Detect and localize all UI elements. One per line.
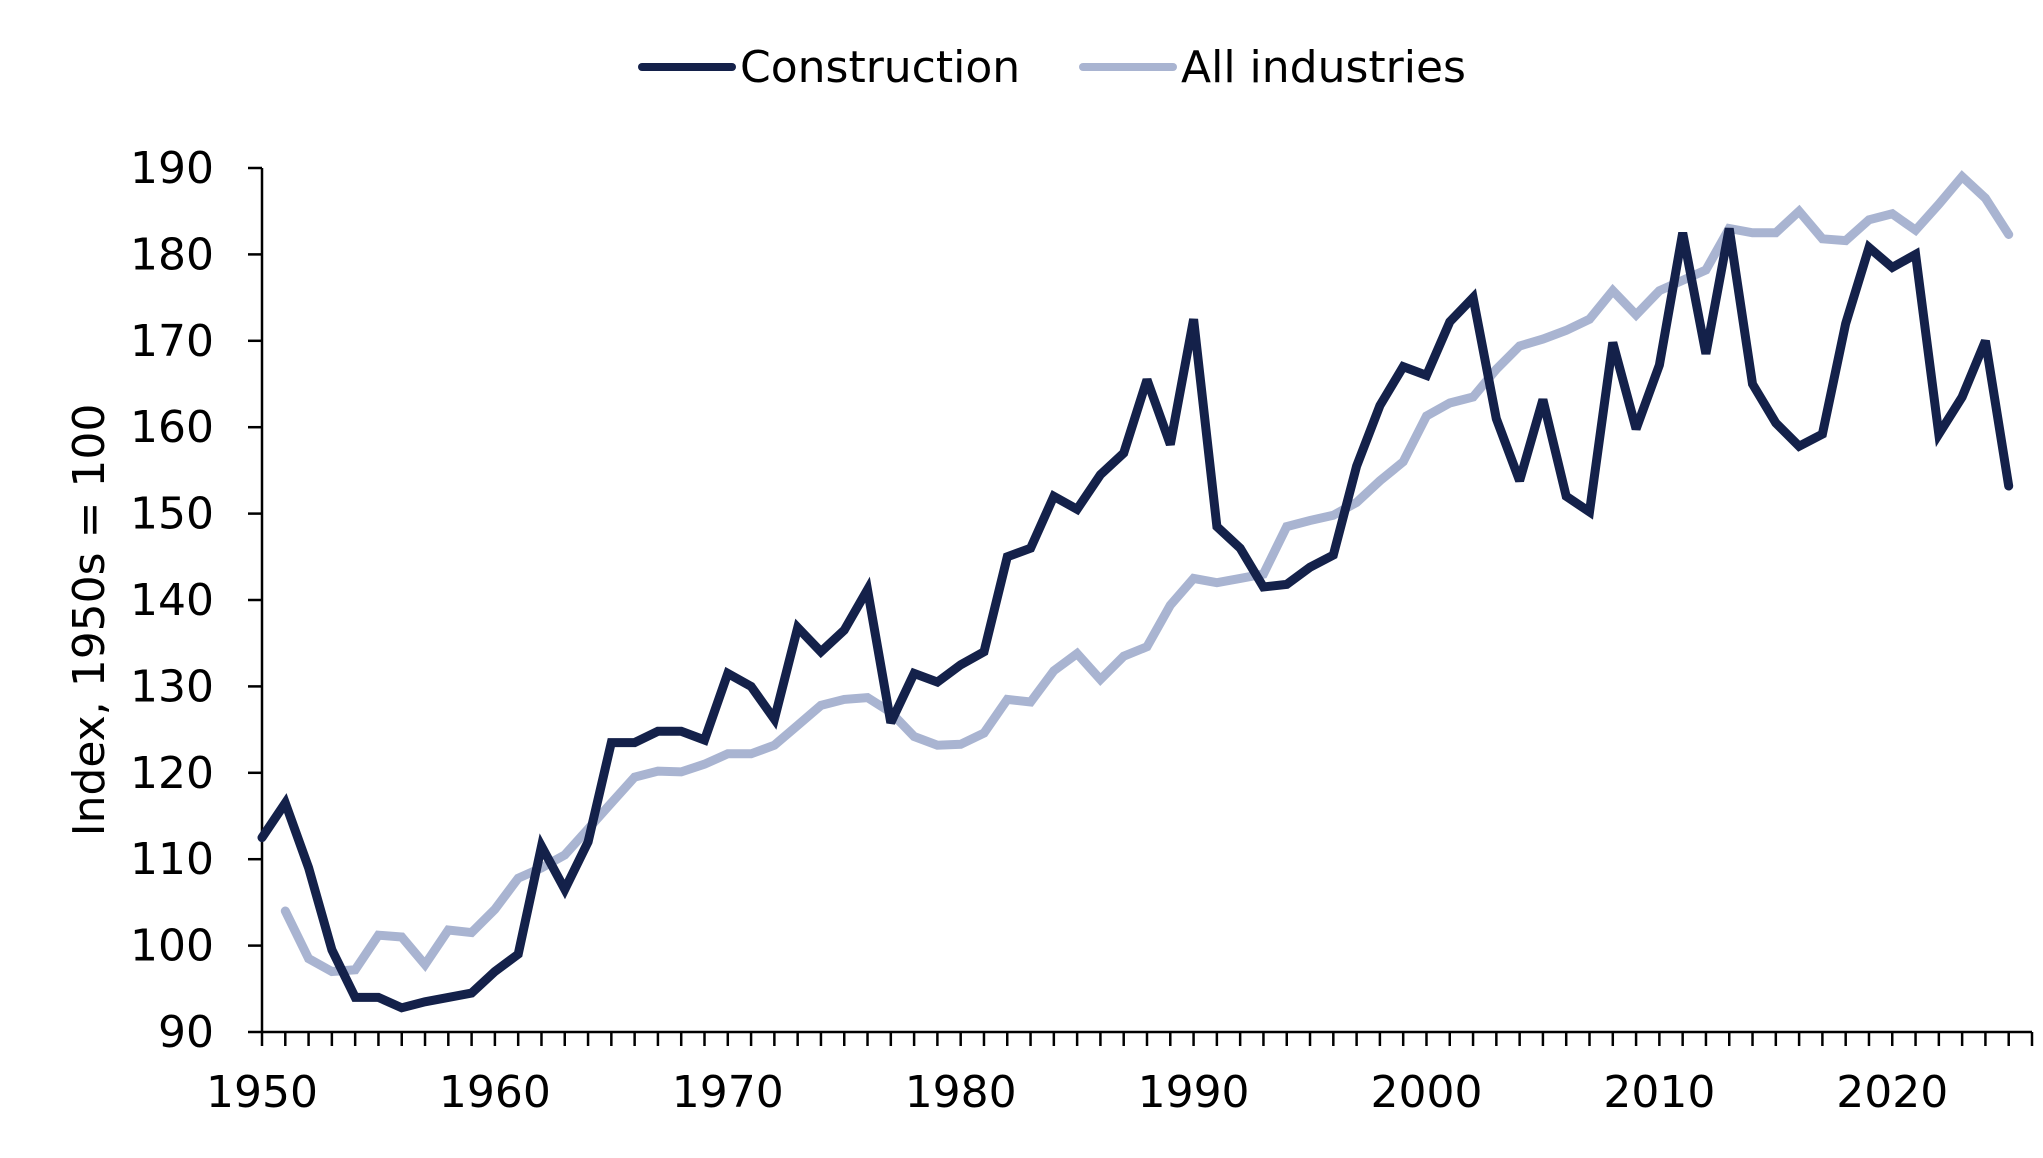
y-tick-label: 100 (130, 921, 214, 972)
y-tick-label: 110 (130, 834, 214, 885)
x-tick-label: 2010 (1603, 1067, 1715, 1118)
x-tick-label: 1960 (439, 1067, 551, 1118)
legend-label-all-industries: All industries (1181, 42, 1466, 93)
x-tick-label: 1980 (905, 1067, 1017, 1118)
y-tick-label: 140 (130, 575, 214, 626)
y-tick-label: 90 (158, 1007, 214, 1058)
series-line-all-industries (280, 170, 2014, 977)
x-axis: 1950 1960 1970 1980 1990 2000 2010 2020 (206, 1030, 2034, 1118)
y-tick-label: 150 (130, 489, 214, 540)
y-tick-label: 120 (130, 748, 214, 799)
x-tick-label: 1990 (1138, 1067, 1250, 1118)
x-tick-label: 2000 (1370, 1067, 1482, 1118)
x-tick-label: 1970 (672, 1067, 784, 1118)
y-axis-title: Index, 1950s = 100 (64, 404, 115, 837)
y-tick-label: 170 (130, 316, 214, 367)
series-layer (257, 170, 2014, 1013)
legend-label-construction: Construction (740, 42, 1020, 93)
legend: Construction All industries (638, 42, 1466, 93)
series-line-construction (257, 227, 2014, 1013)
y-tick-label: 190 (130, 143, 214, 194)
x-tick-label: 2020 (1836, 1067, 1948, 1118)
y-tick-label: 180 (130, 229, 214, 280)
y-tick-label: 130 (130, 661, 214, 712)
y-axis: 90 100 110 120 130 140 150 160 170 180 190 (130, 143, 264, 1058)
x-tick-label: 1950 (206, 1067, 318, 1118)
y-tick-label: 160 (130, 402, 214, 453)
